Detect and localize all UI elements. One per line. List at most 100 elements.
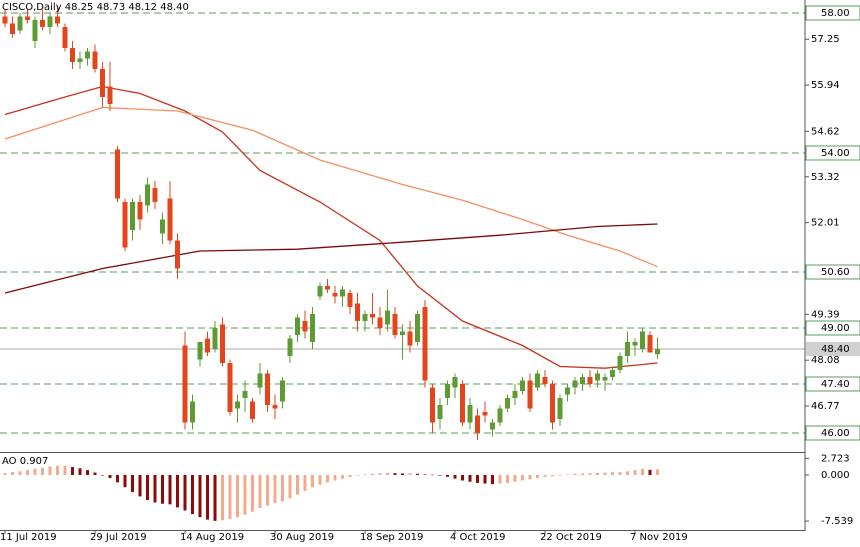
indicator-bar [401, 473, 404, 475]
indicator-bar [243, 475, 247, 515]
indicator-bar [161, 475, 164, 504]
candle-body [422, 306, 428, 381]
indicator-bar [3, 473, 7, 475]
level-label-box [805, 376, 860, 392]
x-tick-label: 14 Aug 2019 [180, 532, 244, 543]
indicator-bar [288, 475, 292, 499]
x-tick-label: 4 Oct 2019 [450, 532, 505, 543]
candle-body [287, 338, 293, 356]
indicator-bar [26, 470, 29, 475]
indicator-bar [266, 475, 269, 506]
indicator-bar [581, 473, 584, 475]
candle-body [587, 376, 593, 384]
level-label-box [805, 145, 860, 161]
candle-body [17, 16, 23, 31]
candle-body [625, 341, 630, 356]
candle-body [475, 415, 480, 433]
level-label: 47.40 [821, 379, 850, 390]
candle-body [595, 373, 600, 381]
candle-body [602, 376, 608, 381]
candle-body [145, 184, 150, 206]
indicator-bar [348, 475, 352, 477]
candle-body [302, 320, 308, 332]
y-tick-label: 54.62 [811, 126, 840, 137]
indicator-bar [408, 473, 412, 475]
candle-body [265, 373, 270, 405]
indicator-bar [461, 475, 464, 481]
candle-body [62, 26, 68, 48]
indicator-bar [588, 473, 592, 475]
candle-body [655, 348, 660, 355]
candle-body [280, 380, 285, 402]
candle-body [32, 19, 38, 41]
candle-body [632, 341, 638, 346]
indicator-bar [296, 475, 299, 495]
indicator-bar [311, 475, 314, 488]
indicator-bar [71, 467, 74, 475]
y-tick-label: 55.94 [811, 80, 840, 91]
candle-body [392, 313, 398, 335]
candle-body [10, 23, 15, 34]
indicator-bar [626, 471, 629, 475]
candle-body [340, 289, 345, 297]
candle-body [617, 355, 623, 370]
indicator-bar [416, 473, 419, 475]
level-label: 54.00 [821, 148, 850, 159]
indicator-bar [191, 475, 194, 515]
indicator-tick-label: 2.723 [821, 453, 850, 464]
indicator-bar [558, 475, 562, 476]
candle-body [167, 198, 173, 241]
candle-body [460, 383, 465, 423]
indicator-bar [656, 469, 659, 475]
candle-body [542, 376, 548, 384]
indicator-bar [108, 475, 112, 479]
indicator-bar [536, 475, 539, 479]
candle-body [370, 313, 375, 318]
candle-body [355, 303, 360, 321]
candle-body [407, 331, 413, 346]
indicator-bar [641, 468, 644, 475]
indicator-bar [206, 475, 209, 520]
moving-average [4, 106, 658, 268]
indicator-bar [198, 475, 202, 518]
indicator-bar [611, 472, 614, 475]
candle-body [505, 397, 510, 409]
indicator-bar [566, 474, 569, 475]
candle-body [610, 369, 615, 377]
candle-body [430, 387, 435, 423]
indicator-bar [551, 475, 554, 477]
candle-body [115, 149, 120, 199]
moving-average [4, 85, 658, 369]
indicator-bar [333, 475, 337, 481]
indicator-bar [596, 472, 599, 475]
indicator-bar [63, 465, 67, 475]
indicator-bar [528, 475, 532, 480]
candle-body [47, 16, 53, 27]
indicator-bar [146, 475, 149, 501]
candle-body [175, 240, 180, 269]
indicator-bar [138, 475, 142, 497]
level-label-box [805, 264, 860, 280]
indicator-bar [228, 475, 232, 519]
last-price-box [806, 341, 860, 356]
y-tick-label: 46.77 [811, 401, 840, 412]
candle-body [415, 313, 420, 342]
indicator-bar [498, 475, 502, 484]
candle-body [362, 313, 368, 321]
candle-body [55, 16, 60, 24]
y-tick-label: 53.32 [811, 172, 840, 183]
indicator-bar [303, 475, 307, 491]
indicator-bar [326, 475, 329, 483]
candle-body [190, 401, 195, 423]
candle-body [40, 19, 45, 27]
y-tick-label: 52.01 [811, 218, 840, 229]
indicator-bar [543, 475, 547, 477]
candle-body [482, 411, 488, 416]
indicator-title: AO 0.907 [2, 456, 48, 467]
candle-body [557, 397, 563, 419]
indicator-bar [41, 467, 44, 475]
indicator-bar [176, 475, 179, 508]
indicator-bar [476, 475, 479, 483]
indicator-bar [273, 475, 277, 504]
